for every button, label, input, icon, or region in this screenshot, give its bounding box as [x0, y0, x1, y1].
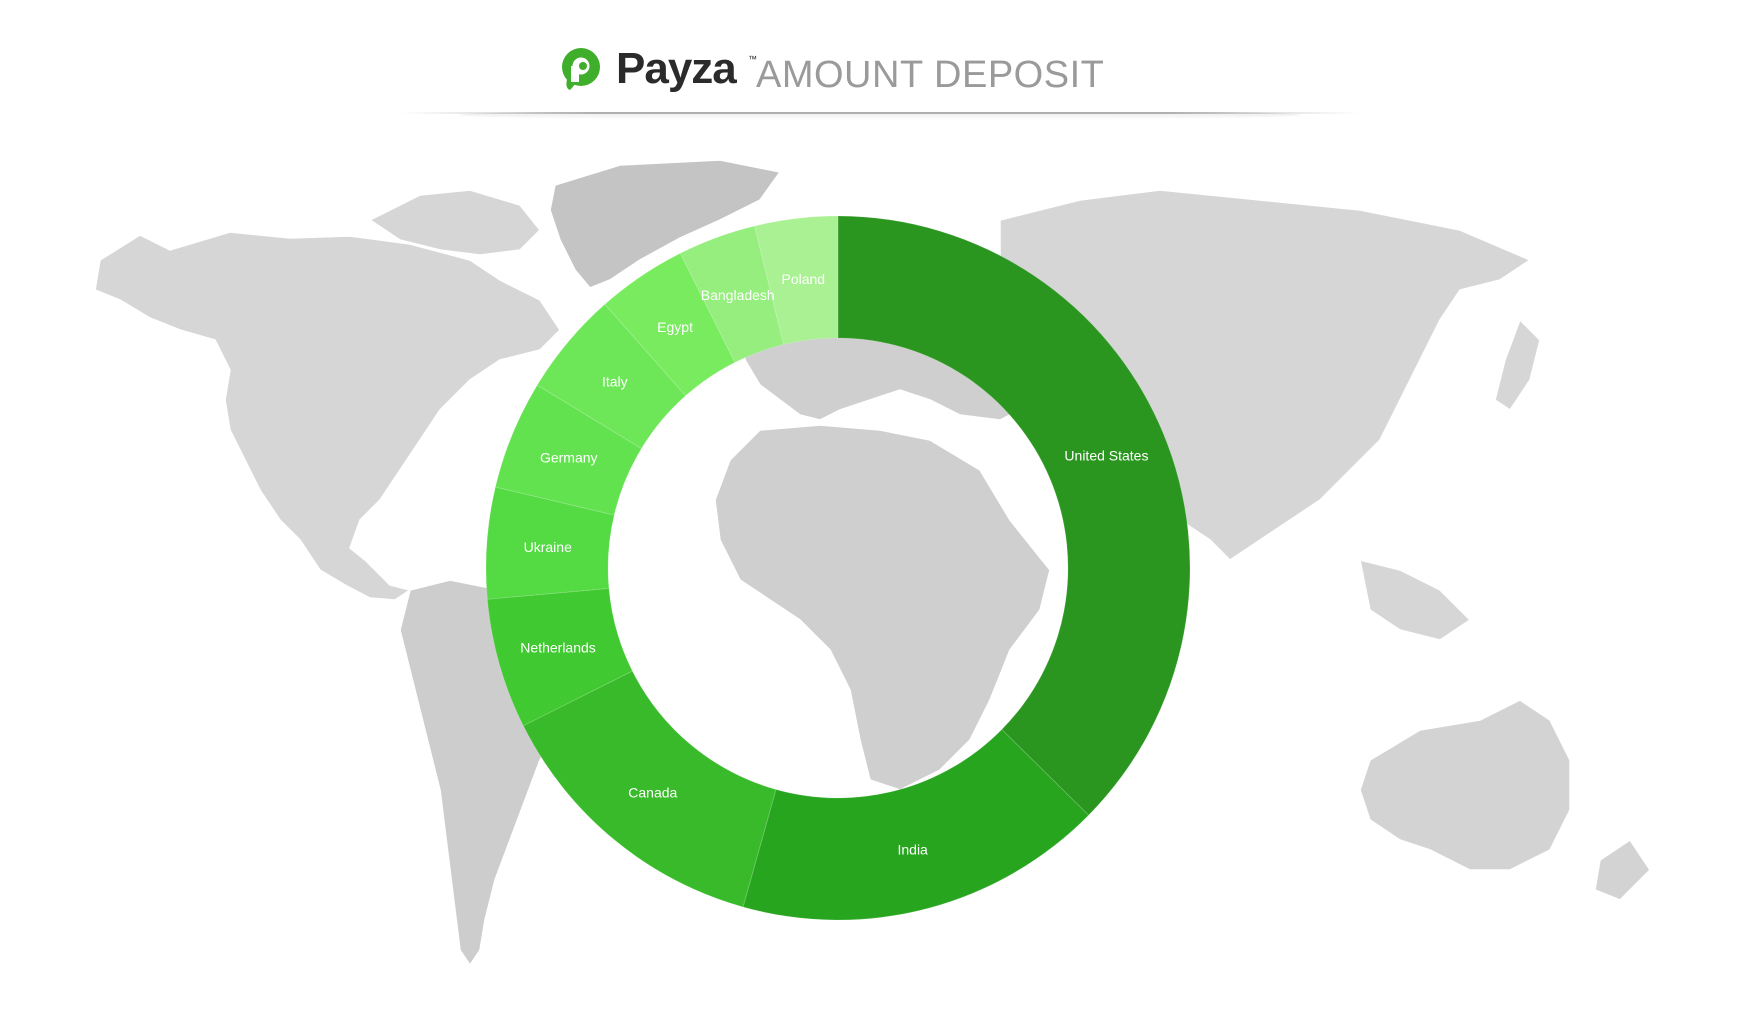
- slice-label-egypt: Egypt: [657, 319, 693, 335]
- slice-label-united-states: United States: [1064, 448, 1148, 464]
- slice-label-netherlands: Netherlands: [520, 639, 596, 655]
- slice-label-poland: Poland: [782, 271, 826, 287]
- donut-slice-ukraine[interactable]: [485, 486, 615, 600]
- brand-name: Payza: [616, 44, 737, 93]
- continent-europe-africa: [714, 319, 1051, 791]
- donut-labels: United States India Canada Netherlands Ukrai…: [520, 271, 1148, 857]
- continent-australia: [1359, 699, 1651, 901]
- slice-label-germany: Germany: [540, 450, 598, 466]
- brand-trademark: ™: [748, 54, 757, 64]
- donut-slice-germany[interactable]: [494, 384, 643, 516]
- header-divider: [400, 112, 1360, 120]
- donut-slice-canada[interactable]: [522, 670, 777, 908]
- page-title: AMOUNT DEPOSIT: [756, 54, 1105, 96]
- donut-slice-egypt[interactable]: [604, 252, 736, 397]
- donut-slices: [485, 215, 1191, 921]
- slice-label-bangladesh: Bangladesh: [701, 287, 775, 303]
- brand-header: Payza ™ AMOUNT DEPOSIT: [560, 40, 1160, 110]
- slice-label-canada: Canada: [628, 784, 677, 800]
- slice-label-ukraine: Ukraine: [524, 539, 572, 555]
- continent-north-america: [94, 159, 782, 601]
- donut-slice-bangladesh[interactable]: [679, 225, 785, 364]
- slice-label-italy: Italy: [602, 373, 628, 389]
- donut-slice-india[interactable]: [742, 728, 1090, 921]
- payza-logo-icon: [562, 48, 600, 90]
- donut-slice-netherlands[interactable]: [486, 587, 634, 727]
- donut-slice-poland[interactable]: [754, 215, 839, 346]
- slice-label-india: India: [897, 841, 928, 857]
- donut-slice-united-states[interactable]: [837, 215, 1191, 816]
